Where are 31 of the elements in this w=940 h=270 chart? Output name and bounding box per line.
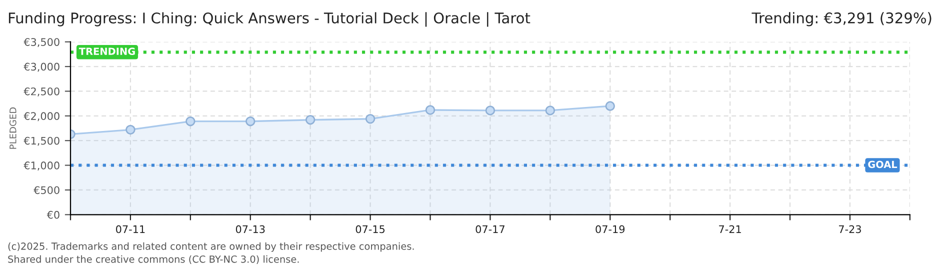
x-tick-label: 07-17 — [476, 225, 504, 234]
y-tick-label: €1,000 — [24, 162, 60, 170]
y-tick-label: €0 — [46, 210, 60, 219]
point — [305, 114, 316, 125]
y-axis-title: PLEDGED — [10, 107, 16, 149]
y-tick-label: €2,000 — [24, 112, 60, 122]
text: Shared under the creative commons (CC BY-NC 3.0) license. — [8, 255, 299, 264]
x-tick-label: 07-15 — [356, 225, 385, 234]
point — [485, 106, 496, 116]
point — [186, 116, 196, 126]
y-tick-label: €3,000 — [24, 62, 60, 72]
point — [605, 101, 615, 111]
x-tick-label: 07-13 — [236, 225, 265, 234]
x-tick-label: 07-11 — [116, 225, 145, 234]
text: (c)2025. Trademarks and related content are owned by their respective companies. — [8, 242, 414, 252]
y-tick-label: €1,500 — [24, 136, 60, 146]
y-tick-label: €500 — [34, 186, 60, 194]
x-tick-label: 7-23 — [838, 225, 861, 234]
chart-subtitle: Trending: €3,291 (329%) — [752, 12, 932, 26]
ref-line-label: GOAL — [868, 160, 898, 168]
chart-title: Funding Progress: I Ching: Quick Answers - Tutorial Deck | Oracle | Tarot — [8, 12, 530, 27]
point — [365, 114, 376, 124]
point — [545, 106, 556, 116]
y-tick-label: €3,500 — [24, 38, 60, 48]
x-tick-label: 7-21 — [719, 225, 741, 233]
point — [126, 124, 136, 135]
point — [425, 105, 436, 115]
x-tick-label: 07-19 — [596, 225, 625, 234]
y-tick-label: €2,500 — [24, 87, 60, 96]
point — [246, 116, 256, 126]
ref-line-label: TRENDING — [78, 48, 135, 55]
